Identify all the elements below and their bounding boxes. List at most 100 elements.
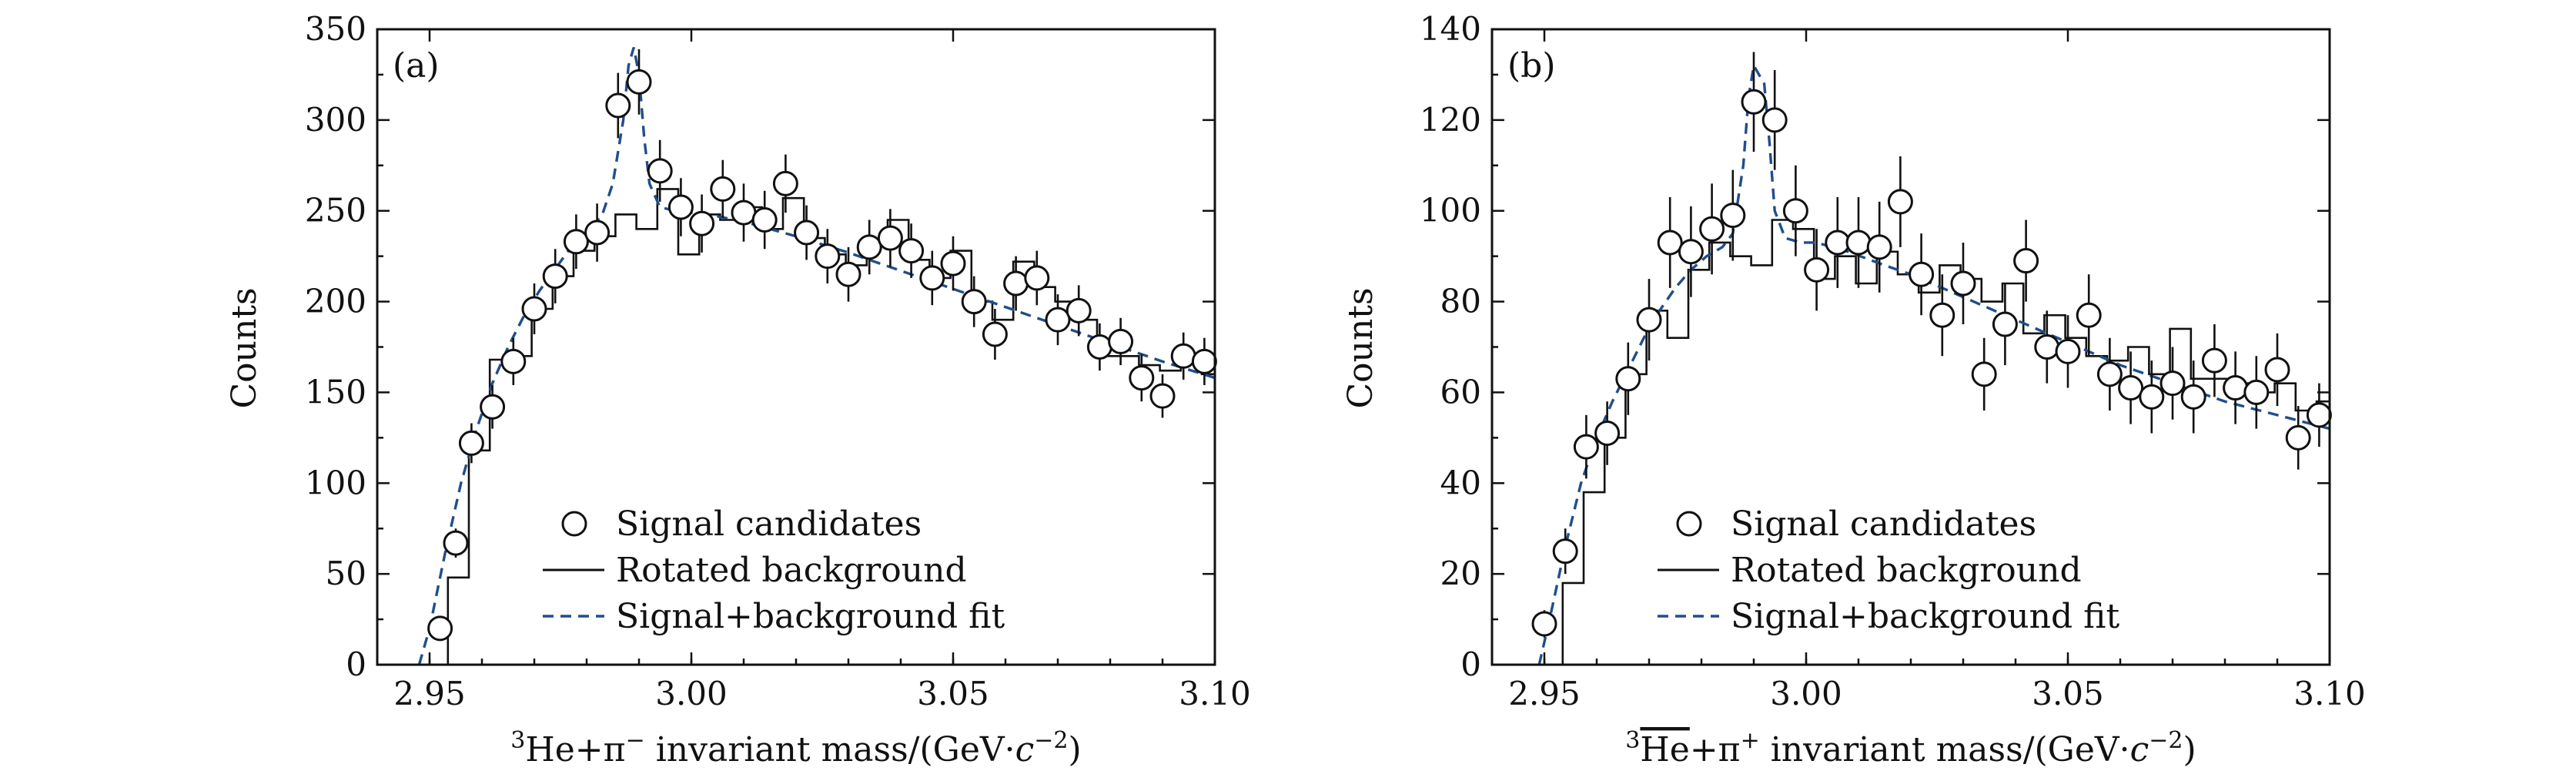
y-tick-label: 0 — [346, 645, 366, 683]
data-point — [1845, 197, 1872, 288]
y-tick-label: 20 — [1440, 555, 1481, 592]
data-point — [1887, 156, 1913, 247]
signal-marker — [1129, 365, 1155, 391]
signal-marker — [2013, 248, 2039, 274]
signal-marker — [563, 229, 589, 255]
x-axis-label-a: 3He+π− invariant mass/(GeV·c−2) — [510, 727, 1081, 770]
rotated-background-histogram-b — [1541, 219, 2330, 666]
signal-marker — [480, 394, 506, 420]
y-tick-label: 350 — [305, 10, 366, 48]
legend-label-signal-a: Signal candidates — [616, 504, 922, 544]
y-tick-label: 0 — [1460, 645, 1481, 683]
data-point — [2139, 360, 2165, 434]
data-point — [710, 159, 736, 219]
xlabel-b-close: ) — [2183, 730, 2196, 769]
y-tick-label: 140 — [1420, 10, 1481, 48]
panel-a: 2.95 3.00 3.05 3.10 0 50 100 150 200 250 300 350 (a… — [225, 10, 1251, 769]
signal-marker — [427, 615, 453, 642]
signal-marker — [1887, 189, 1913, 215]
signal-marker — [794, 220, 820, 246]
y-tick-label: 300 — [305, 101, 366, 139]
x-tick-label: 3.10 — [2293, 675, 2366, 712]
data-point — [427, 615, 453, 642]
data-point — [2201, 324, 2227, 397]
data-point — [1003, 256, 1029, 311]
data-point — [772, 154, 798, 213]
y-tick-label: 60 — [1440, 373, 1481, 411]
data-point — [458, 423, 484, 464]
data-point — [1573, 414, 1599, 479]
legend-a: Signal candidates Rotated background Sig… — [543, 504, 1005, 636]
data-point — [1129, 354, 1155, 402]
signal-marker — [1615, 366, 1641, 392]
panel-label-a: (a) — [393, 46, 440, 85]
legend-label-fit-b: Signal+background fit — [1731, 597, 2119, 636]
xlabel-b-c: c — [2130, 730, 2149, 769]
signal-marker — [2159, 370, 2186, 397]
data-point — [1699, 183, 1725, 275]
y-axis-label-a: Counts — [225, 287, 264, 408]
data-point — [605, 72, 631, 139]
signal-marker — [2139, 384, 2165, 410]
signal-marker — [1992, 311, 2018, 337]
y-tick-label: 100 — [1420, 192, 1481, 230]
signal-marker — [815, 243, 841, 270]
signal-marker — [1024, 265, 1050, 291]
data-point — [1720, 169, 1746, 261]
legend-marker-signal-b — [1676, 511, 1702, 537]
data-point — [1971, 337, 1997, 411]
data-point — [961, 276, 987, 327]
signal-marker — [1170, 343, 1196, 369]
data-point — [647, 139, 673, 202]
data-point — [584, 203, 611, 262]
signal-marker — [961, 289, 987, 315]
signal-marker — [1909, 261, 1935, 287]
signal-marker — [584, 220, 611, 246]
y-tick-label: 80 — [1440, 283, 1481, 320]
signal-marker — [2096, 361, 2123, 387]
y-tick-label: 40 — [1440, 464, 1481, 501]
signal-marker — [1003, 270, 1029, 297]
signal-marker — [1761, 107, 1788, 133]
signal-marker — [1149, 383, 1176, 409]
y-axis-label-b: Counts — [1341, 287, 1380, 408]
signal-marker — [2034, 334, 2060, 360]
data-point — [626, 49, 652, 115]
signal-marker — [1045, 307, 1071, 333]
fit-line-b — [1537, 62, 2330, 665]
rotated-background-step-b — [1541, 219, 2330, 666]
data-point — [2013, 220, 2039, 302]
signal-marker — [1950, 270, 1976, 297]
signal-marker — [877, 225, 903, 251]
data-point — [856, 220, 882, 275]
xlabel-b-charge: + — [1741, 727, 1760, 754]
signal-marker — [521, 296, 547, 322]
legend-label-fit-a: Signal+background fit — [616, 597, 1005, 636]
fit-curve-b — [1537, 62, 2330, 665]
signal-marker — [2306, 402, 2332, 428]
data-point — [480, 385, 506, 429]
x-tick-label: 3.05 — [917, 675, 989, 712]
data-point — [1066, 285, 1092, 337]
data-point — [1992, 283, 2018, 366]
signal-marker — [2223, 375, 2249, 401]
xlabel-a-main: He+π — [525, 730, 625, 769]
data-point — [835, 246, 861, 302]
signal-marker — [835, 261, 861, 287]
xlabel-a-charge: − — [626, 727, 645, 754]
data-point — [1108, 317, 1134, 366]
data-point — [1615, 342, 1641, 415]
signal-marker — [1971, 361, 1997, 387]
signal-marker — [443, 530, 469, 556]
legend-label-background-a: Rotated background — [616, 551, 967, 590]
xlabel-b-exp: −2 — [2149, 727, 2183, 754]
data-point — [1761, 70, 1788, 170]
y-tick-label: 250 — [305, 192, 366, 230]
data-point — [731, 183, 757, 242]
signal-marker — [940, 250, 966, 277]
signal-marker — [1782, 198, 1808, 224]
signal-marker — [2285, 424, 2311, 451]
data-point — [667, 178, 694, 236]
signal-marker — [2264, 357, 2290, 383]
